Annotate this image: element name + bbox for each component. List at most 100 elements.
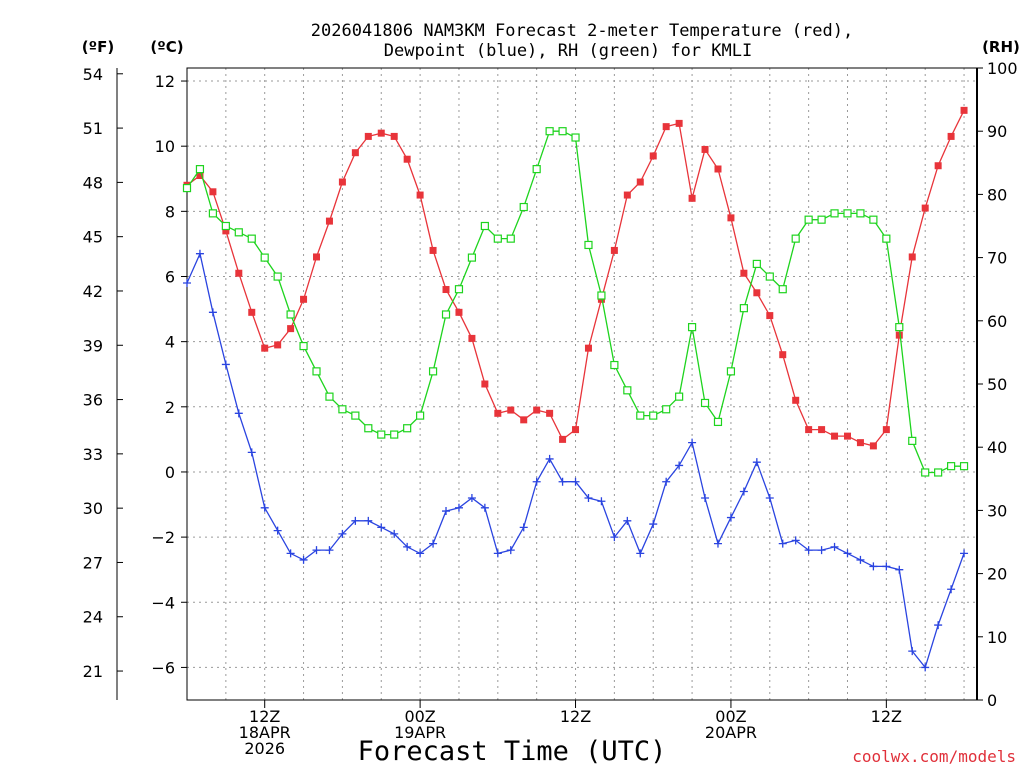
dewpoint-point xyxy=(610,533,619,542)
temperature-point xyxy=(559,435,567,443)
x-tick-label: 00Z xyxy=(715,707,746,726)
dewpoint-point xyxy=(480,503,489,512)
dewpoint-point xyxy=(390,529,399,538)
rh-point xyxy=(545,127,554,136)
dewpoint-point xyxy=(273,526,282,535)
rh-point xyxy=(234,228,243,237)
rh-point xyxy=(843,209,852,218)
rh-point xyxy=(454,285,464,294)
fahrenheit-tick-label: 21 xyxy=(83,662,103,681)
rh-point xyxy=(959,462,969,471)
temperature-point xyxy=(416,191,424,199)
rh-point xyxy=(299,341,308,351)
temperature-point xyxy=(934,162,942,170)
rh-point xyxy=(364,424,373,433)
temperature-point xyxy=(831,432,839,440)
rh-axis-unit: (RH) xyxy=(982,38,1020,56)
dewpoint-point xyxy=(726,513,735,522)
chart-title-line-2: Dewpoint (blue), RH (green) for KMLI xyxy=(384,41,752,61)
dewpoint-point xyxy=(752,458,761,467)
dewpoint-point xyxy=(221,360,230,369)
rh-point xyxy=(765,272,774,281)
dewpoint-point xyxy=(532,477,541,486)
temperature-point xyxy=(520,416,528,424)
dewpoint-point xyxy=(688,438,697,447)
temperature-point xyxy=(960,106,968,114)
temperature-point xyxy=(869,442,877,450)
celsius-tick-label: −2 xyxy=(151,528,175,547)
rh-point xyxy=(325,392,334,401)
dewpoint-point xyxy=(454,503,463,512)
rh-point xyxy=(571,133,580,142)
temperature-point xyxy=(649,152,657,160)
rh-point xyxy=(338,405,347,414)
dewpoint-point xyxy=(506,546,515,555)
dewpoint-point xyxy=(739,487,748,496)
celsius-tick-label: −6 xyxy=(151,658,175,677)
rh-tick-label: 60 xyxy=(987,312,1007,331)
rh-point xyxy=(403,424,412,433)
fahrenheit-tick-label: 42 xyxy=(83,282,103,301)
rh-point xyxy=(195,165,205,174)
rh-point xyxy=(416,411,425,420)
celsius-tick-label: 12 xyxy=(155,72,175,91)
temperature-point xyxy=(261,344,269,352)
fahrenheit-tick-label: 39 xyxy=(83,336,103,355)
rh-point xyxy=(377,430,386,439)
x-tick-label: 20APR xyxy=(705,723,757,742)
temperature-point xyxy=(274,341,282,349)
rh-point xyxy=(687,323,697,332)
fahrenheit-tick-label: 51 xyxy=(83,119,103,138)
temperature-point xyxy=(248,308,256,316)
temperature-point xyxy=(507,406,515,414)
temperature-point xyxy=(792,396,800,404)
rh-point xyxy=(532,165,541,174)
rh-point xyxy=(856,209,865,218)
dewpoint-point xyxy=(571,477,580,486)
rh-point xyxy=(493,234,502,243)
temperature-point xyxy=(546,409,554,417)
temperature-point xyxy=(584,344,592,352)
rh-point xyxy=(934,468,943,477)
rh-point xyxy=(662,405,671,414)
dewpoint-point xyxy=(934,621,943,630)
temperature-point xyxy=(701,145,709,153)
temperature-point xyxy=(196,172,204,180)
fahrenheit-tick-label: 24 xyxy=(83,608,103,627)
dewpoint-point xyxy=(649,520,658,529)
dewpoint-point xyxy=(364,516,373,525)
temperature-point xyxy=(818,426,826,434)
temperature-point xyxy=(895,331,903,339)
dewpoint-point xyxy=(843,549,852,558)
rh-tick-label: 100 xyxy=(987,59,1018,78)
temperature-point xyxy=(779,351,787,359)
dewpoint-point xyxy=(882,562,891,571)
rh-point xyxy=(908,436,917,445)
temperature-point xyxy=(287,325,295,333)
temperature-point xyxy=(882,426,890,434)
temperature-point xyxy=(364,132,372,140)
dewpoint-point xyxy=(895,565,904,574)
dewpoint-point xyxy=(947,585,956,594)
rh-point xyxy=(428,367,438,376)
temperature-point xyxy=(921,204,929,212)
x-tick-label: 00Z xyxy=(404,707,435,726)
temperature-point xyxy=(623,191,631,199)
axes xyxy=(116,67,978,701)
temperature-point xyxy=(727,214,735,222)
rh-tick-label: 50 xyxy=(987,375,1007,394)
temperature-point xyxy=(856,439,864,447)
dewpoint-point xyxy=(467,494,476,503)
dewpoint-point xyxy=(558,477,567,486)
dewpoint-point xyxy=(597,497,606,506)
rh-tick-label: 20 xyxy=(987,565,1007,584)
dewpoint-point xyxy=(675,461,684,470)
x-tick-label: 12Z xyxy=(249,707,280,726)
axis-ticks: 121086420−2−4−65451484542393633302724211… xyxy=(83,59,1018,758)
dewpoint-point xyxy=(804,546,813,555)
rh-point xyxy=(441,310,451,319)
rh-point xyxy=(247,234,256,243)
dewpoint-point xyxy=(636,549,645,558)
temperature-point xyxy=(455,308,463,316)
dewpoint-point xyxy=(908,647,917,656)
